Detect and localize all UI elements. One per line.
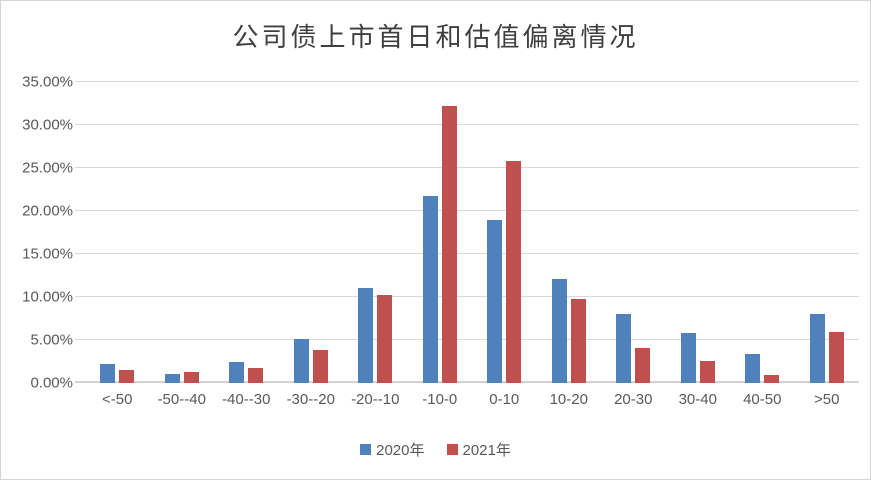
y-tick-label: 5.00%: [30, 331, 73, 349]
x-tick-label: -30--20: [286, 391, 335, 408]
bar-2020年--50--40: [164, 374, 180, 383]
grid-line: [75, 210, 859, 211]
bar-group-<-50: [85, 82, 150, 383]
bar-2020年--30--20: [293, 339, 309, 383]
x-tick-label: <-50: [102, 391, 133, 408]
y-tick-label: 15.00%: [22, 245, 73, 263]
grid-line: [75, 339, 859, 340]
y-tick-label: 25.00%: [22, 159, 73, 177]
x-tick-label: 0-10: [489, 391, 520, 408]
bar-2021年--50--40: [183, 371, 199, 383]
bar-2020年--40--30: [229, 361, 245, 383]
bar-2021年-10-20: [570, 298, 586, 383]
bar-group-30-40: [666, 82, 731, 383]
bar-group->50: [795, 82, 860, 383]
legend-swatch-icon: [446, 444, 458, 455]
legend-item-2020年: 2020年: [360, 439, 425, 460]
bar-2021年-0-10: [506, 161, 522, 383]
plot-area: [75, 81, 859, 383]
x-tick-label: -40--30: [222, 391, 271, 408]
chart-title: 公司债上市首日和估值偏离情况: [232, 23, 639, 52]
bar-group--50--40: [150, 82, 215, 383]
legend: 2020年 2021年: [1, 439, 870, 460]
y-tick-label: 0.00%: [30, 374, 73, 392]
bar-group--40--30: [214, 82, 279, 383]
bar-group--20--10: [343, 82, 408, 383]
x-axis: <-50 -50--40 -40--30 -30--20 -20--10 -10-0 0-1…: [85, 391, 859, 408]
bar-2021年--20--10: [377, 295, 393, 383]
bar-2021年-40-50: [764, 375, 780, 383]
bar-2020年-30-40: [680, 333, 696, 383]
bar-groups: [85, 82, 859, 383]
grid-line: [75, 81, 859, 82]
bar-2020年-<-50: [100, 364, 116, 383]
y-tick-label: 35.00%: [22, 73, 73, 91]
x-tick-label: >50: [814, 391, 840, 408]
bar-2020年-20-30: [616, 314, 632, 383]
x-tick-label: 30-40: [678, 391, 717, 408]
grid-line: [75, 296, 859, 297]
gridlines: [75, 81, 859, 383]
x-tick-label: -20--10: [351, 391, 400, 408]
bar-2021年--30--20: [312, 350, 328, 383]
y-axis: 0.00% 5.00% 10.00% 15.00% 20.00% 25.00% 30.00%…: [1, 74, 73, 392]
bar-2020年-0-10: [487, 220, 503, 383]
bar-2020年--10-0: [422, 196, 438, 383]
legend-label: 2021年: [462, 442, 511, 459]
bar-2021年-20-30: [635, 347, 651, 383]
grid-line: [75, 167, 859, 168]
grid-line: [75, 124, 859, 125]
bar-group-20-30: [601, 82, 666, 383]
bar-2020年->50: [809, 314, 825, 383]
legend-item-2021年: 2021年: [446, 439, 511, 460]
bar-2020年--20--10: [358, 287, 374, 383]
x-tick-label: -10-0: [422, 391, 458, 408]
bar-2020年-10-20: [551, 278, 567, 383]
bar-group--10-0: [408, 82, 473, 383]
x-tick-label: 10-20: [549, 391, 588, 408]
y-tick-label: 20.00%: [22, 202, 73, 220]
bar-2021年--10-0: [441, 106, 457, 383]
bar-group-0-10: [472, 82, 537, 383]
bar-2021年-30-40: [699, 360, 715, 383]
grid-line: [75, 253, 859, 254]
bar-2020年-40-50: [745, 353, 761, 383]
bar-group--30--20: [279, 82, 344, 383]
grid-line: [75, 381, 859, 383]
bar-group-10-20: [537, 82, 602, 383]
bar-2021年-<-50: [119, 370, 135, 383]
y-tick-label: 10.00%: [22, 288, 73, 306]
bar-group-40-50: [730, 82, 795, 383]
bar-2021年->50: [828, 332, 844, 383]
legend-label: 2020年: [376, 442, 425, 459]
bar-2021年--40--30: [248, 368, 264, 383]
y-tick-label: 30.00%: [22, 116, 73, 134]
x-tick-label: 20-30: [614, 391, 653, 408]
x-tick-label: 40-50: [743, 391, 782, 408]
legend-swatch-icon: [360, 444, 372, 455]
x-tick-label: -50--40: [157, 391, 206, 408]
